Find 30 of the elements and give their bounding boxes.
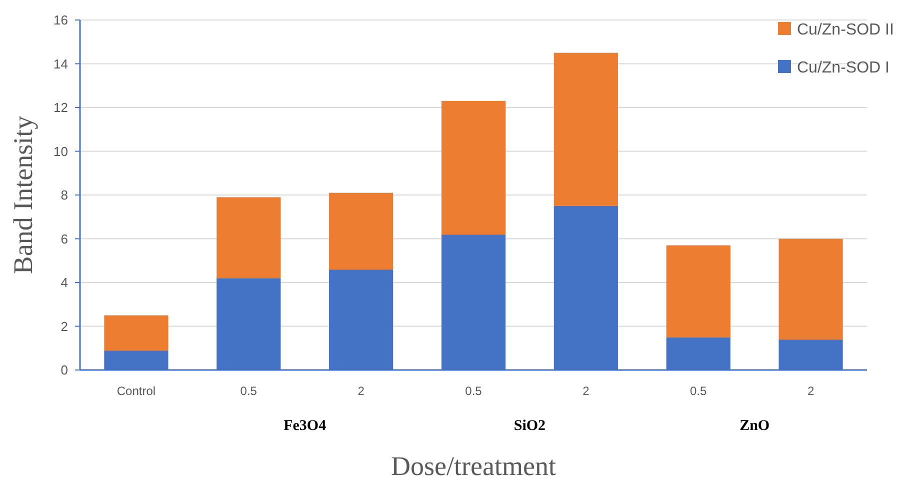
y-axis-title: Band Intensity [8, 115, 38, 274]
bar [441, 100, 506, 234]
legend-label: Cu/Zn-SOD I [797, 60, 890, 77]
x-axis-title: Dose/treatment [391, 451, 556, 481]
bar [778, 238, 843, 340]
y-tick-label: 2 [60, 318, 68, 334]
y-tick-label: 14 [54, 56, 68, 72]
y-tick-label: 12 [54, 100, 68, 116]
x-tick-label: 2 [582, 384, 590, 398]
x-tick-label: 0.5 [690, 384, 708, 398]
x-tick-label: 0.5 [240, 384, 258, 398]
legend-label: Cu/Zn-SOD II [797, 22, 894, 39]
y-tick-label: 16 [54, 12, 68, 28]
text: Fe3O4 [284, 418, 327, 434]
text: ZnO [740, 418, 770, 434]
y-tick-label: 0 [60, 362, 68, 378]
y-tick-label: 10 [54, 144, 68, 159]
text: SiO2 [514, 418, 546, 434]
bar [216, 197, 281, 278]
bar [329, 192, 394, 270]
y-tick-label: 4 [60, 275, 68, 290]
x-tick-label: 0.5 [465, 384, 482, 398]
x-tick-label: 2 [807, 384, 814, 398]
x-tick-label: 2 [358, 384, 365, 398]
y-tick-label: 6 [60, 231, 68, 246]
bar [554, 52, 618, 206]
bar [666, 245, 730, 338]
bar [104, 315, 168, 350]
x-tick-label: Control [116, 384, 156, 398]
y-tick-label: 8 [60, 188, 68, 203]
